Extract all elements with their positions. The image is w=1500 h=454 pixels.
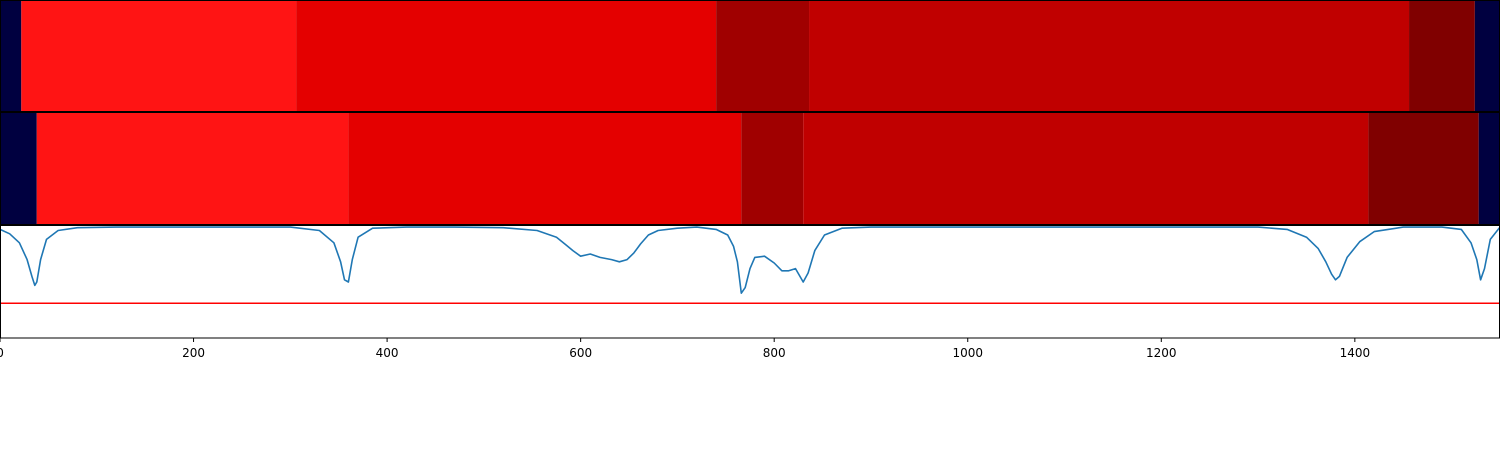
segmentation-track-2 [0, 112, 1500, 225]
signal-plot: 0 200 400 600 800 1000 1200 1400 [0, 225, 1500, 360]
segment-3 [296, 1, 717, 112]
x-tick-label: 800 [763, 346, 786, 360]
segment-4 [716, 1, 810, 112]
plot-background [0, 226, 1500, 338]
segment-6 [1409, 1, 1475, 112]
segment-6 [1368, 113, 1479, 225]
x-tick-label: 1400 [1340, 346, 1371, 360]
segmentation-track-1 [0, 0, 1500, 112]
segment-7 [1474, 1, 1500, 112]
segment-4 [741, 113, 804, 225]
x-tick-label: 0 [0, 346, 4, 360]
segment-1 [0, 113, 37, 225]
segment-3 [348, 113, 742, 225]
segment-7 [1478, 113, 1500, 225]
segment-2 [21, 1, 297, 112]
x-tick-label: 600 [569, 346, 592, 360]
segment-2 [36, 113, 349, 225]
x-tick-label: 400 [376, 346, 399, 360]
x-tick-label: 1000 [952, 346, 983, 360]
segment-5 [803, 113, 1369, 225]
x-tick-label: 1200 [1146, 346, 1177, 360]
signal-series-line-1 [0, 226, 1500, 295]
segment-5 [809, 1, 1410, 112]
segment-1 [0, 1, 22, 112]
x-tick-label: 200 [182, 346, 205, 360]
